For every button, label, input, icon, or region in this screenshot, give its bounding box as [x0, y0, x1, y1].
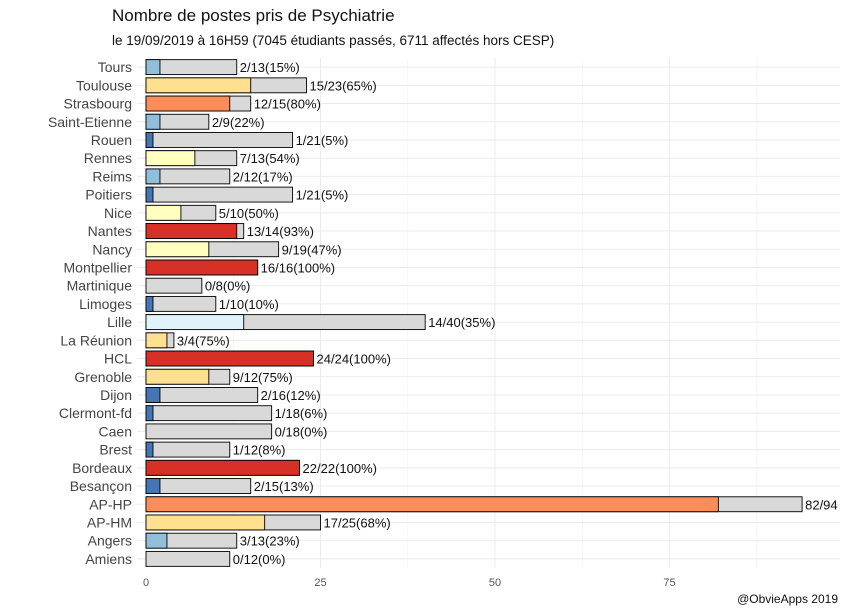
- x-tick-label: 50: [489, 577, 501, 589]
- data-label: 2/13(15%): [240, 60, 300, 75]
- bar-taken: [145, 132, 154, 148]
- bar-taken: [145, 368, 210, 385]
- data-label: 0/18(0%): [275, 424, 328, 439]
- chart-subtitle: le 19/09/2019 à 16H59 (7045 étudiants pa…: [112, 33, 555, 48]
- bar-taken: [145, 204, 182, 221]
- bar-taken: [145, 95, 231, 112]
- chart-caption: @ObvieApps 2019: [737, 592, 838, 606]
- bar-total: [145, 550, 231, 567]
- bar-total: [145, 478, 252, 494]
- category-label: La Réunion: [60, 332, 132, 348]
- bar-taken: [145, 514, 266, 531]
- data-label: 1/21(5%): [296, 188, 349, 203]
- x-tick-label: 25: [314, 577, 326, 589]
- data-label: 15/23(65%): [310, 78, 377, 93]
- x-tick-label: 0: [143, 577, 149, 589]
- category-label: Martinique: [67, 278, 133, 294]
- data-label: 16/16(100%): [261, 260, 335, 275]
- bar-taken: [145, 77, 252, 94]
- data-label: 0/8(0%): [205, 279, 251, 294]
- x-tick-label: 75: [663, 577, 675, 589]
- category-label: Reims: [92, 168, 132, 184]
- bar-total: [145, 423, 273, 440]
- bar-total: [145, 387, 259, 403]
- data-label: 17/25(68%): [324, 515, 391, 530]
- data-label: 14/40(35%): [428, 315, 495, 330]
- bar-taken: [145, 332, 168, 349]
- category-label: Nancy: [92, 241, 132, 257]
- category-label: Angers: [88, 533, 132, 549]
- category-label: Bordeaux: [72, 460, 132, 476]
- category-label: Amiens: [85, 551, 132, 567]
- category-label: Nantes: [88, 223, 132, 239]
- category-label: Lille: [107, 314, 132, 330]
- bar-total: [145, 277, 203, 294]
- chart-title: Nombre de postes pris de Psychiatrie: [112, 6, 395, 25]
- category-label: HCL: [104, 351, 132, 367]
- data-label: 2/15(13%): [254, 479, 314, 494]
- category-label: Clermont-fd: [59, 405, 132, 421]
- bar-total: [145, 132, 294, 148]
- data-label: 12/15(80%): [254, 97, 321, 112]
- bar-taken: [145, 113, 161, 130]
- bar-taken: [145, 259, 259, 276]
- bar-taken: [145, 223, 238, 239]
- data-label: 24/24(100%): [317, 352, 391, 367]
- category-label: Caen: [99, 423, 132, 439]
- bar-taken: [145, 350, 314, 367]
- data-label: 7/13(54%): [240, 151, 300, 166]
- category-label: Montpellier: [64, 259, 133, 275]
- bar-taken: [145, 441, 154, 458]
- bar-total: [145, 405, 273, 422]
- category-label: Grenoble: [74, 369, 132, 385]
- data-label: 2/9(22%): [212, 115, 265, 130]
- category-label: Rouen: [91, 132, 132, 148]
- category-label: Poitiers: [85, 187, 132, 203]
- data-label: 1/18(6%): [275, 406, 328, 421]
- data-label: 3/4(75%): [177, 333, 230, 348]
- data-label: 1/10(10%): [219, 297, 279, 312]
- bar-taken: [145, 186, 154, 203]
- data-label: 0/12(0%): [233, 552, 286, 567]
- bar-taken: [145, 532, 168, 549]
- data-label: 22/22(100%): [303, 461, 377, 476]
- bar-taken: [145, 168, 161, 185]
- category-label: Strasbourg: [64, 96, 132, 112]
- data-label: 82/94: [805, 497, 838, 512]
- bar-total: [145, 186, 294, 203]
- category-label: Nice: [104, 205, 132, 221]
- data-label: 9/19(47%): [282, 242, 342, 257]
- bar-taken: [145, 387, 161, 403]
- bar-total: [145, 441, 231, 458]
- category-label: Saint-Etienne: [48, 114, 132, 130]
- bar-taken: [145, 459, 301, 476]
- data-label: 9/12(75%): [233, 370, 293, 385]
- bar-total: [145, 295, 217, 312]
- bar-taken: [145, 496, 719, 513]
- bar-taken: [145, 478, 161, 494]
- data-label: 2/12(17%): [233, 169, 293, 184]
- category-label: Brest: [99, 442, 132, 458]
- category-label: Limoges: [79, 296, 132, 312]
- bar-taken: [145, 314, 245, 331]
- data-label: 1/12(8%): [233, 443, 286, 458]
- data-label: 5/10(50%): [219, 206, 279, 221]
- data-label: 2/16(12%): [261, 388, 321, 403]
- bar-taken: [145, 241, 210, 258]
- data-label: 1/21(5%): [296, 133, 349, 148]
- bar-taken: [145, 295, 154, 312]
- category-label: Besançon: [70, 478, 132, 494]
- category-label: Toulouse: [76, 77, 132, 93]
- bar-taken: [145, 405, 154, 422]
- data-label: 3/13(23%): [240, 534, 300, 549]
- bar-taken: [145, 150, 196, 167]
- category-label: Tours: [98, 59, 132, 75]
- category-label: AP-HP: [89, 496, 132, 512]
- category-label: Rennes: [84, 150, 132, 166]
- category-label: AP-HM: [87, 514, 132, 530]
- category-label: Dijon: [100, 387, 132, 403]
- data-label: 13/14(93%): [247, 224, 314, 239]
- bar-taken: [145, 59, 161, 76]
